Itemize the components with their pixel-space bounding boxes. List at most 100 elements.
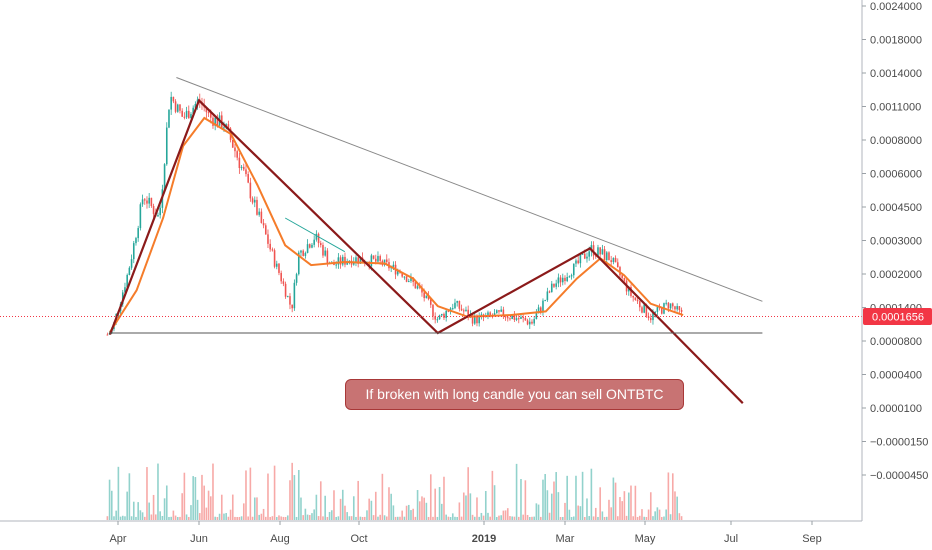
volume-bar [229,509,232,520]
volume-bar [267,473,269,520]
volume-bar [282,516,285,520]
candle-body [471,314,474,324]
candle-body [128,267,131,275]
volume-bar [192,476,194,520]
x-tick-label: Mar [556,533,575,545]
candle-body [511,315,513,320]
volume-bar [269,516,271,520]
candle-body [535,313,538,320]
volume-bar [291,462,293,520]
y-tick-label: 0.0014000 [870,68,922,80]
volume-bar [132,501,135,520]
candle-body [165,127,168,165]
volume-bar [154,514,157,520]
candle-body [339,257,342,265]
candle-body [568,276,571,278]
price-axis[interactable]: 0.0024000 0.0018000 0.0014000 0.0011000 0.00… [862,1,928,482]
candle-body [553,283,555,287]
candle-body [438,315,441,320]
candle-body [236,151,238,158]
volume-bar [445,514,447,520]
volume-bar [454,516,456,520]
volume-bar [280,516,282,520]
volume-bar [198,513,201,520]
candle-body [242,166,245,170]
volume-bar [117,466,120,520]
volume-bar [625,515,628,520]
volume-bar [484,490,487,520]
volume-bar [636,516,639,520]
candle-body [306,244,309,253]
candle-body [311,244,313,248]
volume-bar [313,509,315,520]
volume-bar [447,516,450,520]
candle-body [289,296,291,305]
candle-body [416,286,419,289]
volume-bar [396,516,399,520]
upper-trendline[interactable] [176,77,763,302]
volume-bar [363,516,366,520]
candle-body [405,276,408,282]
volume-bar [141,512,144,520]
candle-body [352,262,355,265]
candle-body [392,264,395,267]
candle-body [247,174,249,183]
volume-bar [124,516,126,520]
candle-body [608,252,610,261]
volume-bar [205,507,208,520]
candle-body [359,257,362,264]
volume-bar [236,516,238,520]
volume-bar [599,487,601,520]
volume-bar [456,516,458,520]
volume-bar [150,514,153,520]
candle-body [317,233,320,244]
candle-body [517,318,520,320]
volume-bar [421,496,423,520]
candlesticks [106,91,683,336]
volume-bar [115,510,117,520]
candle-body [561,277,564,283]
volume-bar [451,513,454,520]
volume-bar [592,516,595,520]
candle-body [605,252,608,261]
volume-bar [390,493,392,520]
candle-body [130,259,133,268]
candle-body [649,318,652,321]
volume-bar [174,515,177,520]
volume-bar [570,516,573,520]
volume-bar [511,516,513,520]
volume-bar [623,491,626,520]
time-axis[interactable]: Apr Jun Aug Oct 2019 Mar May Jul Sep [109,521,822,545]
volume-bar [608,499,610,520]
volume-bar [491,470,494,520]
volume-bar [295,516,298,520]
candle-body [575,260,577,264]
volume-bar [324,495,326,520]
volume-bar [544,474,546,520]
candle-body [660,308,663,314]
volume-bar [539,516,542,520]
volume-bar [487,512,489,520]
volume-bar [121,515,124,520]
volume-bar [627,492,630,520]
volume-bar [517,516,520,520]
volume-bar [350,516,353,520]
volume-bar [278,515,280,520]
annotation-callout[interactable]: If broken with long candle you can sell … [345,379,684,410]
volume-bar [482,515,485,520]
candle-body [460,308,463,311]
minor-trendline[interactable] [284,217,346,253]
volume-bar [306,514,309,520]
volume-bar [168,516,170,520]
volume-bar [253,497,256,520]
candle-body [528,321,531,325]
candle-body [143,199,146,201]
volume-bar [247,516,249,520]
candle-body [341,256,344,265]
candle-body [205,107,208,113]
volume-bar [465,495,467,520]
volume-bar [572,516,575,520]
volume-bar [665,509,667,520]
candle-body [267,234,269,244]
